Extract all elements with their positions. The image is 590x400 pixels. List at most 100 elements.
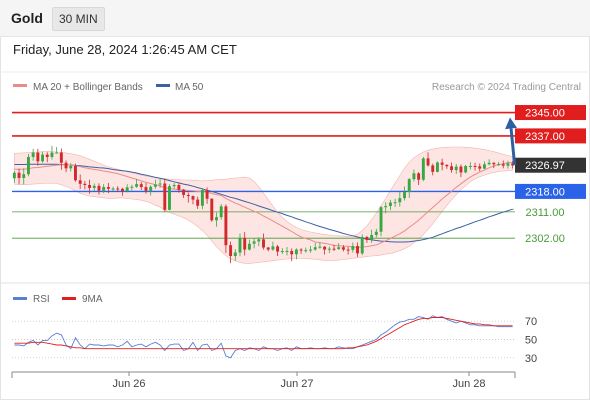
candle-5 <box>36 152 40 162</box>
candle-93 <box>450 166 453 171</box>
candle-9 <box>55 152 59 154</box>
x-tick-label-1: Jun 27 <box>280 378 313 390</box>
level-label-2318.00: 2318.00 <box>525 186 565 198</box>
candle-22 <box>116 188 120 190</box>
level-tag-2318.00 <box>515 183 586 199</box>
candle-74 <box>360 237 364 254</box>
candle-45 <box>224 206 228 246</box>
rsi-legend-label: RSI <box>33 294 50 305</box>
candle-100 <box>482 164 486 169</box>
ma50-legend-label: MA 50 <box>175 82 204 93</box>
candle-102 <box>492 162 496 165</box>
candle-36 <box>182 189 186 195</box>
candle-13 <box>74 166 77 181</box>
candle-60 <box>294 249 298 255</box>
ma50-legend-swatch <box>156 84 170 87</box>
candle-26 <box>135 184 139 187</box>
candle-88 <box>426 158 430 166</box>
candle-33 <box>168 186 171 210</box>
candle-14 <box>78 180 82 184</box>
candle-31 <box>158 183 162 185</box>
candle-97 <box>468 166 472 168</box>
candle-34 <box>172 184 176 187</box>
candle-80 <box>388 202 392 207</box>
candle-38 <box>191 196 195 200</box>
candle-83 <box>403 192 406 199</box>
credit-text: Research © 2024 Trading Central <box>432 82 581 93</box>
candle-24 <box>125 187 129 192</box>
candle-56 <box>276 246 280 252</box>
candle-94 <box>454 166 458 171</box>
candle-78 <box>379 207 383 232</box>
level-tag-2345.00 <box>515 105 586 121</box>
candle-106 <box>511 163 515 166</box>
rsi-tick-30: 30 <box>525 353 537 365</box>
candle-39 <box>196 199 200 206</box>
candle-53 <box>262 239 265 248</box>
candle-20 <box>106 187 110 189</box>
candle-65 <box>318 246 322 248</box>
candle-0 <box>12 172 16 179</box>
candle-91 <box>440 162 444 165</box>
candle-41 <box>205 189 209 199</box>
level-tag-2337.00 <box>515 128 586 144</box>
candle-4 <box>31 152 35 157</box>
candle-30 <box>153 184 157 187</box>
candle-27 <box>139 184 143 188</box>
candle-57 <box>280 251 284 253</box>
candle-84 <box>407 179 411 193</box>
candle-67 <box>327 248 331 250</box>
rsi-line <box>14 315 513 359</box>
candle-49 <box>243 237 247 250</box>
level-label-2345.00: 2345.00 <box>525 108 565 120</box>
candle-28 <box>144 187 148 191</box>
candle-59 <box>290 251 294 255</box>
candle-15 <box>83 183 87 185</box>
candle-42 <box>210 198 214 221</box>
candle-89 <box>431 165 435 172</box>
candle-79 <box>384 206 388 208</box>
candle-95 <box>459 166 463 173</box>
level-label-2337.00: 2337.00 <box>525 131 565 143</box>
candle-11 <box>64 162 68 169</box>
candle-43 <box>215 217 218 221</box>
rsi-tick-50: 50 <box>525 335 537 347</box>
candle-8 <box>50 152 54 157</box>
candle-70 <box>341 247 345 250</box>
rsi-tick-70: 70 <box>525 316 537 328</box>
candle-68 <box>332 248 336 250</box>
top-bar: Gold 30 MIN <box>0 0 590 37</box>
candle-73 <box>356 246 359 254</box>
candle-1 <box>17 172 21 178</box>
candle-104 <box>501 164 505 166</box>
candle-72 <box>351 246 355 250</box>
asset-title: Gold <box>11 10 43 26</box>
candle-55 <box>271 246 275 250</box>
candle-58 <box>285 251 289 253</box>
candle-21 <box>111 188 115 190</box>
level-label-2302.00: 2302.00 <box>525 233 565 245</box>
candle-51 <box>252 241 256 244</box>
candle-48 <box>238 237 242 253</box>
timestamp: Friday, June 28, 2024 1:26:45 AM CET <box>13 42 237 57</box>
candle-85 <box>412 173 416 180</box>
candle-98 <box>473 166 477 168</box>
candle-52 <box>257 239 261 242</box>
candle-81 <box>393 202 397 204</box>
candle-46 <box>229 245 233 256</box>
rsi-legend-swatch <box>13 297 27 300</box>
candle-62 <box>304 250 308 252</box>
forecast-arrow-shaft <box>509 128 517 166</box>
candle-96 <box>464 166 468 173</box>
forecast-arrow-head <box>505 117 517 130</box>
timeframe-button[interactable]: 30 MIN <box>52 7 105 31</box>
current-price-tag <box>515 157 586 173</box>
ma20-legend-swatch <box>13 84 27 87</box>
level-label-2311.00: 2311.00 <box>526 207 565 219</box>
candle-7 <box>45 154 49 157</box>
candle-64 <box>313 247 317 250</box>
ma20-legend-label: MA 20 + Bollinger Bands <box>33 82 143 93</box>
candle-90 <box>435 162 439 172</box>
candle-77 <box>374 231 378 235</box>
